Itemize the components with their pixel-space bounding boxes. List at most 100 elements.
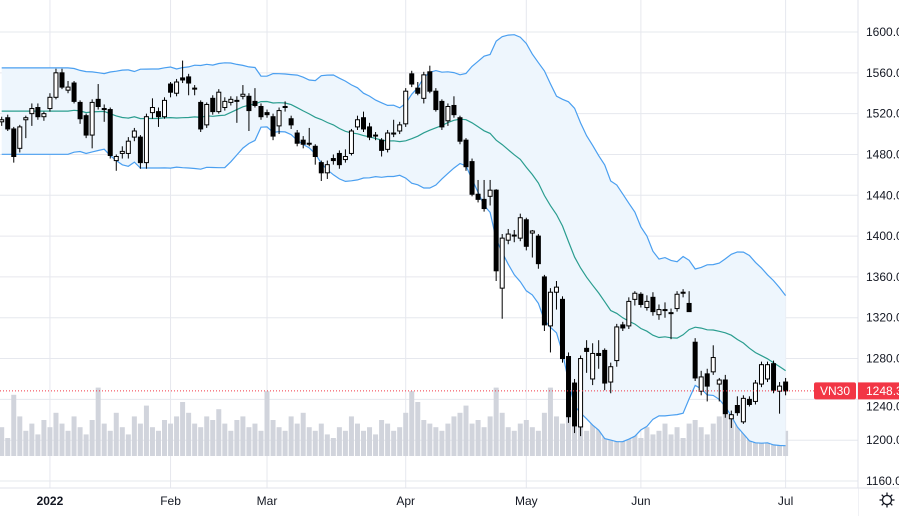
volume-bar [240, 416, 246, 456]
candle [258, 103, 264, 120]
candle-body [367, 126, 373, 138]
candle [457, 115, 463, 145]
candle [638, 292, 644, 308]
candle [620, 321, 626, 332]
volume-bar [379, 420, 385, 456]
volume-bar [451, 416, 457, 456]
candle [777, 382, 783, 414]
candle-body [608, 366, 614, 383]
volume-bar [83, 434, 89, 456]
volume-bar [29, 423, 35, 456]
volume-bar [662, 423, 668, 456]
candle-body [662, 309, 668, 312]
candle [680, 289, 686, 298]
volume-bar [626, 434, 632, 456]
volume-bar [246, 427, 252, 456]
candle [445, 103, 451, 126]
candle [137, 135, 143, 169]
price-tick-label: 1480.0 [866, 147, 899, 161]
candle [234, 96, 240, 123]
candle-body [523, 219, 529, 247]
volume-bar [722, 391, 728, 456]
volume-bar [41, 420, 47, 456]
candle-body [53, 72, 59, 98]
candle-body [192, 87, 198, 90]
volume-bar [547, 387, 553, 456]
candle [511, 229, 517, 243]
candle [186, 73, 192, 96]
volume-bar [234, 420, 240, 456]
volume-bar [204, 416, 210, 456]
candle [493, 189, 499, 282]
candle-body [330, 158, 336, 162]
candle [692, 338, 698, 382]
candle-body [234, 99, 240, 102]
candle [65, 80, 71, 94]
volume-bar [728, 416, 734, 456]
volume-bar [403, 412, 409, 456]
candle-body [547, 291, 553, 327]
candle [632, 291, 638, 306]
volume-bar [143, 405, 149, 456]
volume-bar [674, 427, 680, 456]
candle [294, 129, 300, 147]
price-axis[interactable] [858, 0, 899, 516]
volume-bar [650, 434, 656, 456]
candle-body [342, 156, 348, 161]
price-axis-labels: 1160.0 1200.0 1240.0 1280.0 1320.0 1360.0 1400… [866, 25, 899, 488]
candle [168, 82, 174, 98]
candle-body [481, 198, 487, 210]
candle [529, 229, 535, 258]
volume-bar [590, 420, 596, 456]
candle [288, 115, 294, 129]
candle-body [294, 132, 300, 144]
candle [397, 121, 403, 135]
volume-bar [505, 427, 511, 456]
candle [614, 323, 620, 367]
volume-bar [65, 430, 71, 456]
candle [155, 107, 161, 127]
candle-body [373, 134, 379, 137]
candle-body [487, 189, 493, 197]
candle-body [0, 119, 5, 123]
candle [379, 138, 385, 157]
candle [535, 234, 541, 269]
candle [758, 361, 764, 388]
settings-gear-icon[interactable] [878, 491, 896, 509]
time-axis[interactable] [0, 488, 858, 516]
candle-body [722, 379, 728, 415]
candles [0, 60, 789, 437]
candle [469, 158, 475, 197]
candle [149, 98, 155, 119]
time-axis-labels: 2022 Feb Mar Apr May Jun Jul [37, 494, 794, 508]
candle [318, 160, 324, 181]
candle [71, 80, 77, 104]
volume-bar [282, 430, 288, 456]
candle-body [505, 233, 511, 241]
candle-body [361, 117, 366, 130]
volume-bar [336, 427, 342, 456]
candle-body [746, 398, 752, 405]
candle-body [433, 90, 439, 111]
candle [312, 144, 318, 165]
candle [686, 291, 692, 313]
candle-body [566, 356, 572, 418]
candle [385, 129, 391, 153]
candle [722, 374, 728, 418]
candle [771, 360, 777, 394]
candle [192, 85, 198, 96]
candle [415, 82, 421, 96]
candle [487, 179, 493, 206]
candle-body [143, 116, 149, 164]
candle [584, 340, 590, 373]
candle-body [716, 379, 722, 385]
candle-body [740, 397, 746, 423]
volume-bar [59, 423, 65, 456]
candle-body [59, 72, 65, 88]
candle-body [710, 357, 716, 373]
volume-bar [680, 438, 686, 456]
volume-bar [566, 412, 572, 456]
time-tick-label: Feb [160, 494, 181, 508]
volume-bar [23, 430, 29, 456]
